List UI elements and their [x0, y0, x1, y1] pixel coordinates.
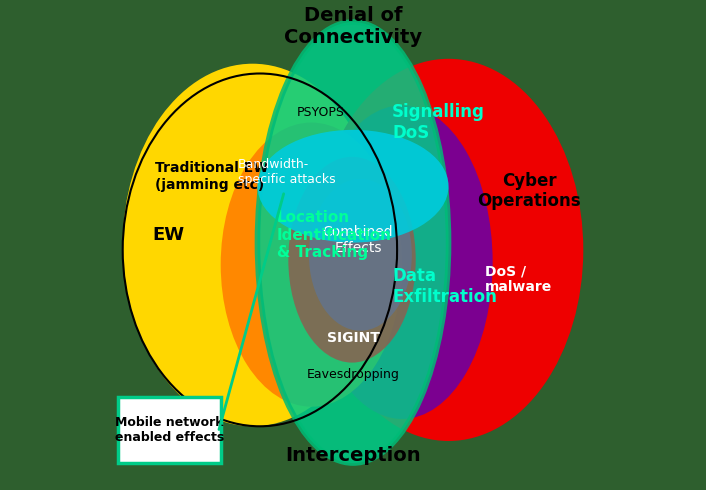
Ellipse shape — [258, 130, 448, 243]
Text: Bandwidth-
specific attacks: Bandwidth- specific attacks — [238, 157, 335, 186]
Text: Mobile network
enabled effects: Mobile network enabled effects — [114, 416, 224, 444]
Text: Cyber
Operations: Cyber Operations — [477, 172, 581, 211]
Ellipse shape — [311, 105, 493, 419]
Text: DoS /
malware: DoS / malware — [485, 264, 553, 294]
Text: Location
Identification
& Tracking: Location Identification & Tracking — [277, 210, 392, 260]
Text: SIGINT: SIGINT — [327, 331, 379, 345]
Text: Data
Exfiltration: Data Exfiltration — [393, 267, 497, 306]
Text: Denial of
Connectivity: Denial of Connectivity — [284, 6, 422, 48]
Text: PSYOPS: PSYOPS — [297, 106, 345, 119]
Ellipse shape — [288, 157, 416, 363]
Text: Combined
Effects: Combined Effects — [323, 225, 393, 255]
Ellipse shape — [123, 64, 383, 426]
Text: EW: EW — [152, 226, 184, 244]
Text: Traditional EW
(jamming etc): Traditional EW (jamming etc) — [155, 161, 268, 192]
Ellipse shape — [221, 122, 402, 407]
FancyBboxPatch shape — [118, 397, 221, 463]
Ellipse shape — [309, 179, 412, 331]
Text: Signalling
DoS: Signalling DoS — [393, 103, 485, 142]
Text: Interception: Interception — [285, 446, 421, 465]
Ellipse shape — [313, 59, 583, 441]
Text: Eavesdropping: Eavesdropping — [306, 368, 400, 381]
Ellipse shape — [258, 22, 448, 463]
